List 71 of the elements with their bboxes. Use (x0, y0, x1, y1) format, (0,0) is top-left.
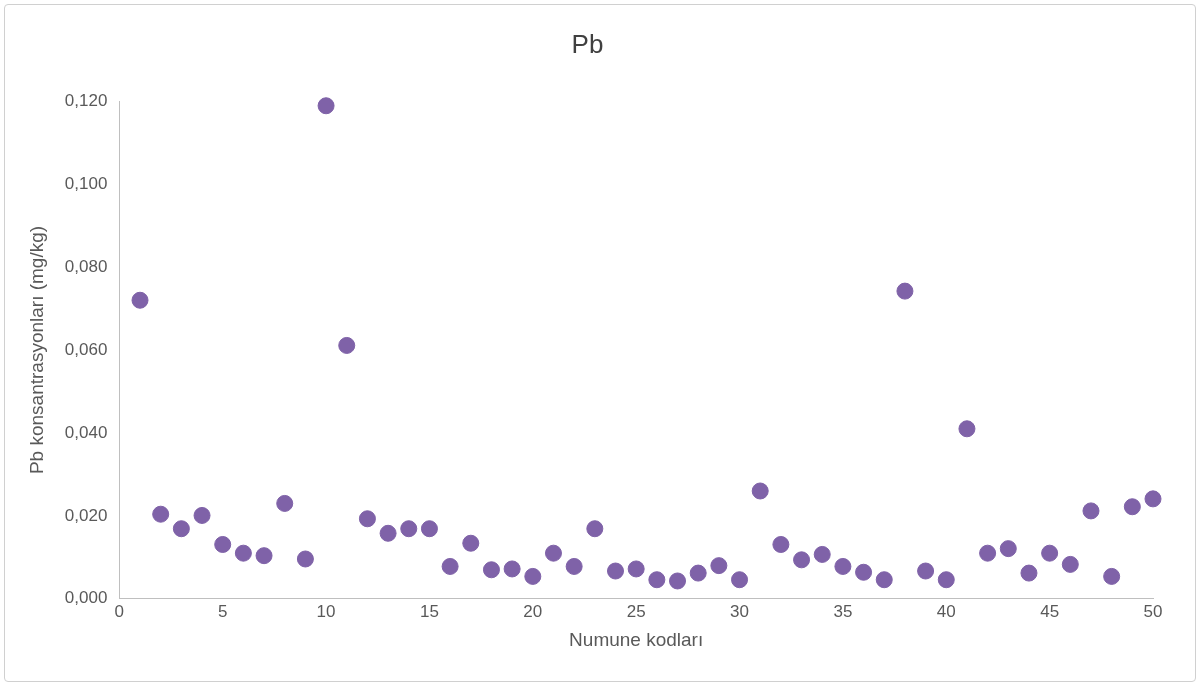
point (503, 560, 521, 578)
point (296, 550, 314, 568)
point (276, 494, 294, 512)
point (586, 520, 604, 538)
x-tick-label: 40 (936, 601, 956, 621)
y-tick-label: 0,060 (64, 339, 108, 359)
point (1103, 567, 1121, 585)
point (710, 557, 728, 575)
x-tick-label: 30 (730, 601, 749, 621)
chart-title: Pb (571, 28, 604, 59)
y-tick-label: 0,080 (64, 256, 108, 276)
point (441, 557, 459, 575)
point (524, 567, 542, 585)
point (358, 510, 376, 528)
point (731, 571, 749, 589)
point (420, 520, 438, 538)
x-tick-label: 0 (114, 601, 125, 621)
point (917, 562, 935, 580)
point (896, 282, 914, 300)
point (152, 505, 170, 523)
point (999, 540, 1017, 558)
point (255, 547, 273, 565)
point (172, 520, 190, 538)
point (958, 420, 976, 438)
point (979, 544, 997, 562)
point (234, 544, 252, 562)
point (1144, 490, 1162, 508)
point (482, 561, 500, 579)
y-tick-label: 0,100 (64, 173, 108, 193)
point (772, 535, 790, 553)
point (669, 572, 687, 590)
point (689, 564, 707, 582)
point (813, 545, 831, 563)
point (131, 291, 149, 309)
y-tick-label: 0,020 (64, 505, 108, 525)
y-tick-label: 0,040 (64, 422, 108, 442)
point (193, 506, 211, 524)
point (379, 524, 397, 542)
point (1082, 502, 1100, 520)
point (544, 544, 562, 562)
point (462, 534, 480, 552)
x-tick-label: 35 (833, 601, 853, 621)
point (627, 560, 645, 578)
y-tick-label: 0,000 (64, 588, 108, 608)
point (607, 562, 624, 580)
x-tick-label: 20 (523, 601, 543, 621)
x-axis-title: Numune kodları (569, 628, 704, 650)
point (565, 557, 583, 575)
point (317, 97, 335, 115)
x-tick-label: 10 (316, 601, 336, 621)
point (875, 571, 893, 589)
point (793, 551, 811, 569)
point (1041, 544, 1059, 562)
x-tick-label: 15 (419, 601, 439, 621)
point (751, 482, 769, 500)
y-axis-title: Pb konsantrasyonları (mg/kg) (25, 225, 47, 475)
x-tick-label: 45 (1040, 601, 1060, 621)
point (214, 535, 232, 553)
point (834, 557, 852, 575)
point (937, 571, 955, 589)
x-tick-label: 50 (1143, 601, 1163, 621)
point (855, 563, 873, 581)
point (1061, 555, 1079, 573)
point (1020, 564, 1038, 582)
point (1123, 498, 1141, 516)
y-tick-label: 0,120 (64, 90, 108, 110)
point (400, 520, 418, 538)
x-tick-label: 5 (217, 601, 228, 621)
point (338, 336, 356, 354)
point (648, 571, 666, 589)
x-tick-label: 25 (626, 601, 646, 621)
